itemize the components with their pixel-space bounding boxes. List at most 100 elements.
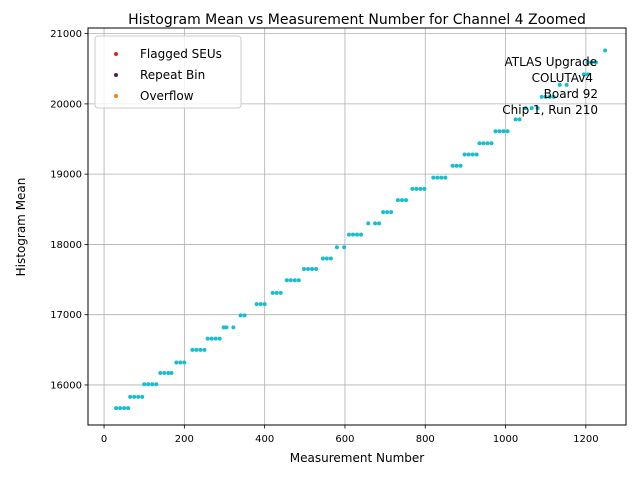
- run-annotation: ATLAS Upgrade COLUTAv4 Board 92 Chip 1, …: [502, 55, 598, 117]
- data-point: [310, 267, 315, 272]
- data-point: [547, 94, 552, 99]
- x-tick-label: 800: [416, 434, 435, 445]
- data-point: [435, 175, 440, 180]
- data-point: [377, 221, 382, 226]
- y-axis-label: Histogram Mean: [14, 178, 28, 277]
- data-point: [221, 325, 226, 330]
- data-point: [450, 163, 455, 168]
- x-tick-label: 0: [101, 434, 107, 445]
- data-point: [324, 256, 329, 261]
- data-point: [535, 106, 540, 111]
- data-point: [366, 221, 371, 226]
- data-point: [278, 290, 283, 295]
- data-point: [114, 406, 119, 411]
- legend: Flagged SEUs Repeat Bin Overflow: [94, 35, 242, 109]
- data-point: [410, 186, 415, 191]
- annotation-line-3: Board 92: [544, 87, 598, 101]
- data-point: [359, 232, 364, 237]
- x-tick-label: 200: [175, 434, 194, 445]
- legend-marker-repeat-bin: [114, 73, 118, 77]
- data-point: [198, 347, 203, 352]
- data-point: [497, 129, 502, 134]
- data-point: [523, 106, 528, 111]
- data-point: [150, 382, 155, 387]
- legend-box: [94, 35, 242, 109]
- x-tick-label: 600: [335, 434, 354, 445]
- data-point: [529, 106, 534, 111]
- data-point: [585, 72, 590, 77]
- y-tick-label: 17000: [50, 310, 82, 321]
- data-point: [589, 60, 594, 65]
- data-point: [242, 313, 247, 318]
- annotation-line-4: Chip 1, Run 210: [502, 103, 598, 117]
- data-point: [328, 256, 333, 261]
- data-point: [543, 94, 548, 99]
- data-point: [603, 48, 608, 53]
- data-point: [334, 245, 339, 250]
- data-point: [381, 210, 386, 215]
- data-point: [422, 186, 427, 191]
- data-point: [414, 186, 419, 191]
- data-point: [292, 278, 297, 283]
- y-tick-label: 18000: [50, 240, 82, 251]
- data-point: [477, 141, 482, 146]
- data-point: [462, 152, 467, 157]
- data-point: [205, 336, 210, 341]
- legend-label-flagged-seus: Flagged SEUs: [140, 47, 222, 61]
- data-point: [474, 152, 479, 157]
- data-point: [389, 210, 394, 215]
- data-point: [581, 72, 586, 77]
- data-point: [314, 267, 319, 272]
- plot-frame: [87, 27, 627, 426]
- y-tick-label: 20000: [50, 99, 82, 110]
- data-point: [373, 221, 378, 226]
- data-point: [270, 290, 275, 295]
- legend-marker-overflow: [114, 94, 118, 98]
- data-point: [454, 163, 459, 168]
- data-point: [118, 406, 123, 411]
- data-point: [355, 232, 359, 237]
- data-point: [132, 394, 137, 399]
- x-tick-label: 1200: [573, 434, 598, 445]
- data-point: [385, 210, 390, 215]
- data-point: [505, 129, 510, 134]
- y-axis-ticks: 16000 17000 18000 19000 20000 21000: [50, 29, 88, 391]
- chart-title: Histogram Mean vs Measurement Number for…: [128, 12, 586, 28]
- data-point: [154, 382, 159, 387]
- data-point: [284, 278, 289, 283]
- y-tick-label: 19000: [50, 170, 82, 181]
- data-point: [274, 290, 279, 295]
- data-point: [395, 198, 400, 203]
- data-point: [224, 325, 229, 330]
- data-point: [190, 347, 195, 352]
- data-point: [564, 82, 569, 87]
- x-axis-ticks: 0 200 400 600 800 1000 1200: [101, 425, 599, 445]
- data-point: [466, 152, 471, 157]
- data-point: [162, 371, 167, 376]
- data-point: [346, 232, 351, 237]
- legend-label-overflow: Overflow: [140, 89, 194, 103]
- data-point: [470, 152, 475, 157]
- data-point: [194, 347, 199, 352]
- data-point: [493, 129, 498, 134]
- data-point: [458, 163, 463, 168]
- data-point: [202, 347, 207, 352]
- data-point: [350, 232, 355, 237]
- data-point: [501, 129, 506, 134]
- data-point: [213, 336, 218, 341]
- data-point: [306, 267, 311, 272]
- data-point: [481, 141, 486, 146]
- legend-marker-flagged-seus: [114, 52, 118, 56]
- data-point: [418, 186, 423, 191]
- x-tick-label: 1000: [493, 434, 518, 445]
- annotation-line-2: COLUTAv4: [532, 71, 593, 85]
- x-axis-label: Measurement Number: [290, 451, 424, 465]
- data-point: [517, 117, 522, 122]
- data-point: [174, 360, 179, 365]
- data-point: [557, 82, 562, 87]
- data-point: [443, 175, 448, 180]
- data-point: [585, 60, 590, 65]
- data-point: [539, 94, 544, 99]
- data-point: [254, 302, 259, 307]
- data-point: [551, 94, 556, 99]
